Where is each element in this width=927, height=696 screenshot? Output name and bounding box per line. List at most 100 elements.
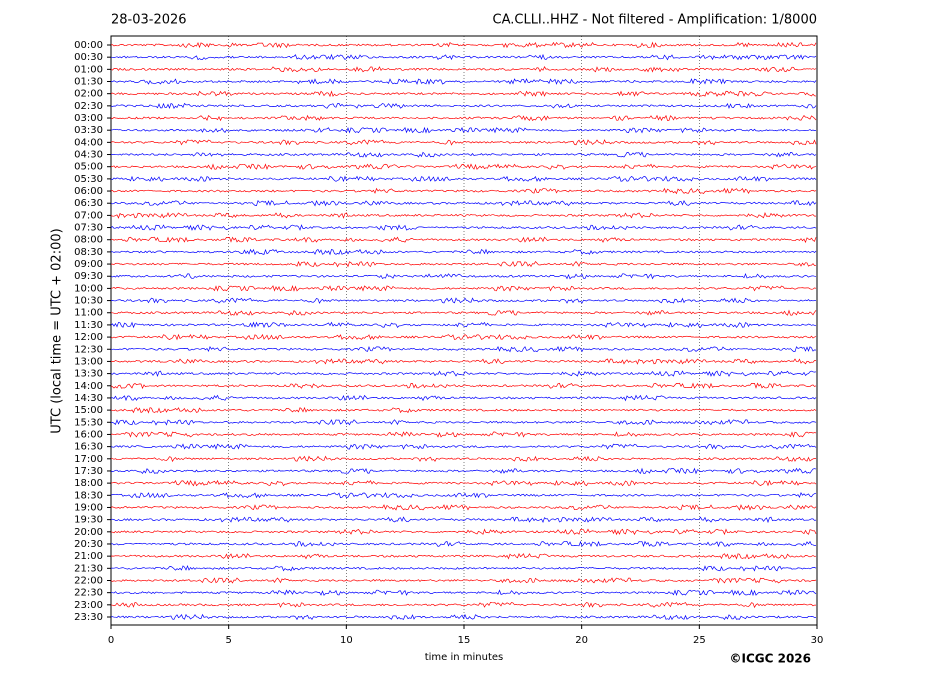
trace [110, 370, 817, 378]
x-tick-label: 5 [225, 635, 231, 646]
y-tick-label: 20:30 [74, 539, 103, 550]
y-tick-label: 00:00 [74, 40, 103, 51]
trace [110, 175, 817, 183]
y-tick-label: 23:00 [74, 600, 103, 611]
y-tick-label: 02:00 [74, 89, 103, 100]
trace [110, 236, 817, 244]
date: 28-03-2026 [111, 13, 187, 28]
trace [111, 345, 817, 353]
y-tick-label: 16:30 [74, 442, 103, 453]
trace [110, 479, 817, 487]
y-tick-label: 07:00 [74, 210, 103, 221]
chart-title: CA.CLLI..HHZ - Not filtered - Amplificat… [493, 13, 818, 28]
y-tick-label: 10:30 [74, 296, 103, 307]
y-tick-label: 21:00 [74, 551, 103, 562]
credit: ©ICGC 2026 [729, 652, 811, 666]
y-tick-label: 11:30 [74, 320, 103, 331]
y-tick-label: 23:30 [74, 612, 103, 623]
y-tick-label: 08:00 [74, 235, 103, 246]
trace [111, 260, 817, 268]
y-tick-label: 05:30 [74, 174, 103, 185]
trace [110, 467, 817, 475]
trace [110, 394, 817, 402]
y-axis-label: UTC (local time = UTC + 02:00) [50, 228, 65, 433]
trace [110, 443, 817, 450]
x-axis-label: time in minutes [425, 652, 504, 663]
trace [110, 53, 817, 61]
trace [110, 90, 817, 98]
y-tick-label: 01:00 [74, 64, 103, 75]
y-tick-label: 19:30 [74, 515, 103, 526]
trace [110, 528, 817, 536]
trace [110, 419, 817, 426]
y-tick-label: 12:00 [74, 332, 103, 343]
trace [110, 455, 816, 463]
y-tick-label: 06:30 [74, 198, 103, 209]
trace [110, 540, 817, 548]
y-tick-label: 12:30 [74, 344, 103, 355]
x-tick-label: 20 [575, 635, 588, 646]
y-tick-label: 15:30 [74, 417, 103, 428]
y-tick-label: 16:00 [74, 429, 103, 440]
y-tick-label: 01:30 [74, 77, 103, 88]
y-tick-label: 13:00 [74, 356, 103, 367]
trace [110, 333, 817, 341]
trace [110, 199, 817, 207]
y-tick-label: 03:30 [74, 125, 103, 136]
y-tick-label: 18:30 [74, 490, 103, 501]
trace [110, 212, 816, 219]
y-tick-label: 20:00 [74, 527, 103, 538]
y-tick-label: 18:00 [74, 478, 103, 489]
trace [110, 187, 817, 195]
y-tick-label: 22:30 [74, 588, 103, 599]
y-tick-label: 17:00 [74, 454, 103, 465]
trace [110, 358, 816, 365]
y-tick-label: 08:30 [74, 247, 103, 258]
y-tick-label: 09:00 [74, 259, 103, 270]
x-tick-label: 0 [108, 635, 114, 646]
y-tick-label: 15:00 [74, 405, 103, 416]
trace [110, 309, 817, 316]
x-tick-label: 30 [811, 635, 824, 646]
y-tick-label: 14:00 [74, 381, 103, 392]
trace [110, 224, 817, 231]
y-tick-label: 07:30 [74, 223, 103, 234]
trace [110, 139, 817, 146]
y-tick-label: 22:00 [74, 575, 103, 586]
y-tick-label: 06:00 [74, 186, 103, 197]
trace [110, 613, 817, 621]
trace [110, 297, 817, 304]
x-tick-label: 15 [458, 635, 471, 646]
y-tick-label: 03:00 [74, 113, 103, 124]
y-tick-label: 09:30 [74, 271, 103, 282]
y-tick-label: 05:00 [74, 162, 103, 173]
x-tick-label: 25 [693, 635, 706, 646]
trace [110, 114, 817, 122]
y-tick-label: 04:30 [74, 150, 103, 161]
y-tick-label: 10:00 [74, 283, 103, 294]
trace [110, 273, 817, 280]
trace [110, 41, 817, 49]
trace [110, 102, 817, 110]
trace [110, 552, 817, 560]
trace [110, 491, 817, 499]
y-tick-label: 21:30 [74, 563, 103, 574]
trace [110, 504, 817, 511]
trace [110, 284, 817, 292]
trace [110, 126, 817, 134]
y-tick-label: 19:00 [74, 502, 103, 513]
trace [110, 382, 817, 390]
trace [110, 406, 817, 414]
trace [110, 151, 817, 158]
trace [110, 577, 817, 584]
trace [110, 565, 817, 572]
y-tick-label: 17:30 [74, 466, 103, 477]
trace [110, 321, 817, 329]
trace [110, 66, 817, 73]
trace [110, 516, 817, 524]
trace [110, 78, 817, 85]
trace [110, 248, 817, 256]
y-tick-label: 02:30 [74, 101, 103, 112]
x-tick-label: 10 [340, 635, 353, 646]
